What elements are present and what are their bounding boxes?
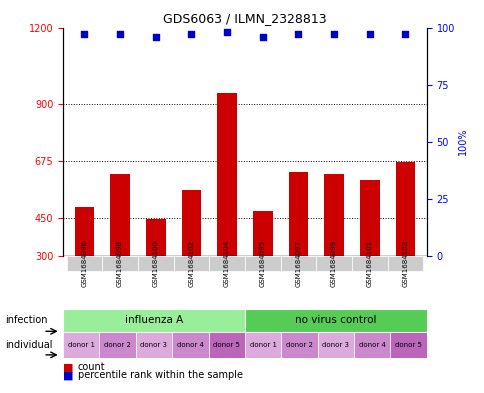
FancyBboxPatch shape — [173, 255, 209, 271]
Text: donor 2: donor 2 — [286, 342, 312, 348]
Title: GDS6063 / ILMN_2328813: GDS6063 / ILMN_2328813 — [163, 12, 326, 25]
FancyBboxPatch shape — [209, 255, 244, 271]
Text: GSM1684095: GSM1684095 — [259, 240, 265, 287]
FancyBboxPatch shape — [317, 332, 353, 358]
Text: GSM1684100: GSM1684100 — [152, 240, 158, 287]
FancyBboxPatch shape — [244, 309, 426, 332]
FancyBboxPatch shape — [66, 255, 102, 271]
FancyBboxPatch shape — [351, 255, 387, 271]
FancyBboxPatch shape — [390, 332, 426, 358]
FancyBboxPatch shape — [102, 255, 137, 271]
FancyBboxPatch shape — [316, 255, 351, 271]
Text: donor 1: donor 1 — [68, 342, 94, 348]
Bar — [181, 190, 201, 255]
Y-axis label: 100%: 100% — [457, 128, 467, 155]
FancyBboxPatch shape — [244, 255, 280, 271]
Bar — [75, 208, 94, 255]
FancyBboxPatch shape — [281, 332, 317, 358]
Text: GSM1684098: GSM1684098 — [117, 240, 123, 287]
Bar — [288, 172, 308, 255]
Text: influenza A: influenza A — [124, 315, 183, 325]
Text: donor 5: donor 5 — [394, 342, 421, 348]
Text: donor 4: donor 4 — [358, 342, 385, 348]
FancyBboxPatch shape — [137, 255, 173, 271]
Point — [187, 31, 195, 37]
Text: donor 3: donor 3 — [322, 342, 348, 348]
FancyBboxPatch shape — [208, 332, 244, 358]
Text: ■: ■ — [63, 362, 74, 373]
FancyBboxPatch shape — [172, 332, 208, 358]
FancyBboxPatch shape — [280, 255, 316, 271]
FancyBboxPatch shape — [99, 332, 136, 358]
Point — [258, 33, 266, 40]
Text: infection: infection — [5, 315, 47, 325]
Text: donor 3: donor 3 — [140, 342, 167, 348]
Bar — [110, 174, 130, 255]
FancyBboxPatch shape — [244, 332, 281, 358]
Text: count: count — [77, 362, 105, 373]
Text: donor 5: donor 5 — [213, 342, 240, 348]
Point — [365, 31, 373, 37]
Text: GSM1684104: GSM1684104 — [224, 240, 229, 287]
Point — [151, 33, 159, 40]
Bar — [217, 94, 236, 255]
Text: GSM1684103: GSM1684103 — [402, 240, 408, 287]
Bar — [324, 174, 343, 255]
Text: percentile rank within the sample: percentile rank within the sample — [77, 370, 242, 380]
Text: donor 4: donor 4 — [177, 342, 203, 348]
Text: GSM1684102: GSM1684102 — [188, 240, 194, 287]
Text: donor 1: donor 1 — [249, 342, 276, 348]
FancyBboxPatch shape — [63, 309, 244, 332]
Point — [401, 31, 408, 37]
Bar — [253, 211, 272, 255]
Text: GSM1684101: GSM1684101 — [366, 240, 372, 287]
FancyBboxPatch shape — [136, 332, 172, 358]
Text: ■: ■ — [63, 370, 74, 380]
Text: GSM1684096: GSM1684096 — [81, 240, 87, 287]
Point — [223, 29, 230, 35]
FancyBboxPatch shape — [387, 255, 423, 271]
Text: GSM1684097: GSM1684097 — [295, 240, 301, 287]
Text: no virus control: no virus control — [294, 315, 376, 325]
Bar — [359, 180, 379, 255]
Text: GSM1684099: GSM1684099 — [331, 240, 336, 287]
Text: donor 2: donor 2 — [104, 342, 131, 348]
Bar — [146, 219, 165, 255]
FancyBboxPatch shape — [353, 332, 390, 358]
Point — [80, 31, 88, 37]
Point — [330, 31, 337, 37]
FancyBboxPatch shape — [63, 332, 99, 358]
Point — [294, 31, 302, 37]
Text: individual: individual — [5, 340, 52, 350]
Bar — [395, 162, 414, 255]
Point — [116, 31, 124, 37]
